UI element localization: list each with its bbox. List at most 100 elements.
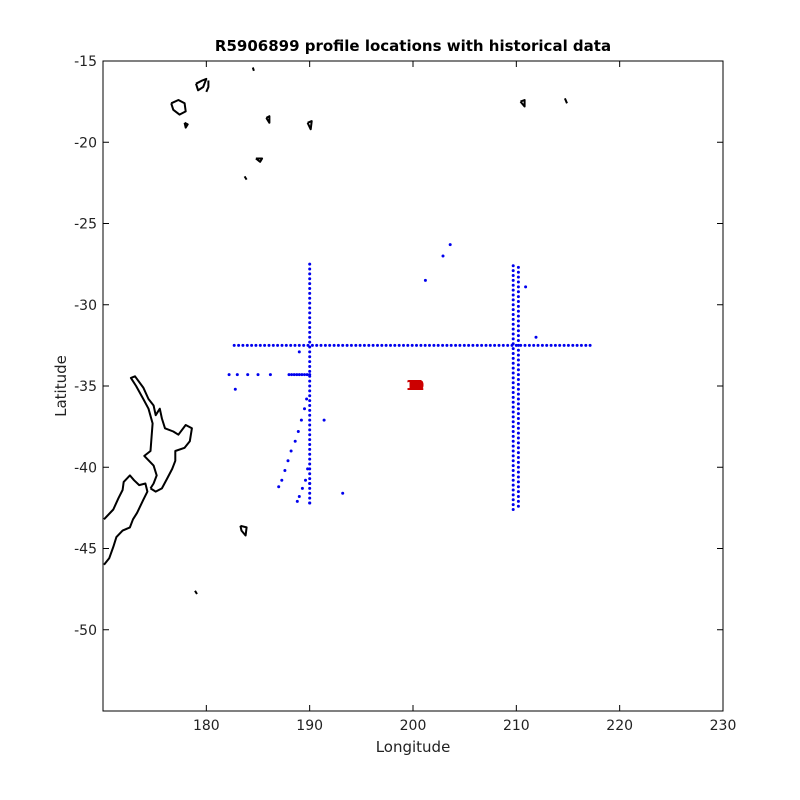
historical-point (308, 272, 312, 276)
historical-point (308, 291, 312, 295)
historical-point (511, 322, 515, 326)
historical-point (263, 343, 267, 347)
historical-point (380, 343, 384, 347)
historical-point (524, 285, 528, 289)
y-tick-label: -45 (74, 542, 97, 558)
historical-point (511, 366, 515, 370)
historical-point (315, 343, 319, 347)
historical-point (297, 350, 301, 354)
historical-point (511, 264, 515, 268)
coastline (170, 99, 187, 116)
historical-point (516, 373, 520, 377)
historical-point (511, 415, 515, 419)
historical-point (516, 324, 520, 328)
historical-point (290, 373, 294, 377)
y-tick-label: -50 (74, 623, 97, 639)
historical-point (308, 477, 312, 481)
historical-point (511, 381, 515, 385)
historical-point (516, 436, 520, 440)
x-tick-label: 180 (193, 718, 220, 734)
historical-point (299, 418, 303, 422)
historical-point (308, 267, 312, 271)
historical-point (516, 490, 520, 494)
historical-point (511, 303, 515, 307)
historical-point (308, 306, 312, 310)
historical-point (308, 404, 312, 407)
historical-point (323, 343, 327, 347)
historical-point (283, 469, 287, 472)
historical-point (511, 478, 515, 482)
historical-point (237, 343, 241, 347)
historical-point (406, 343, 410, 347)
historical-point (402, 343, 405, 347)
historical-point (510, 343, 514, 347)
historical-point (514, 343, 518, 347)
historical-point (336, 343, 340, 347)
historical-point (305, 397, 309, 401)
historical-point (579, 343, 583, 347)
historical-point (308, 360, 312, 364)
historical-point (511, 473, 515, 477)
historical-point (254, 343, 258, 347)
historical-point (371, 343, 375, 347)
historical-point (516, 382, 520, 386)
historical-point (516, 358, 520, 362)
historical-point (308, 262, 312, 266)
y-tick-label: -40 (74, 460, 97, 476)
historical-point (297, 373, 301, 377)
historical-point (300, 486, 304, 490)
coastline-layer (103, 67, 568, 595)
historical-point (501, 343, 505, 347)
historical-point (519, 343, 523, 347)
historical-point (511, 352, 515, 355)
historical-point (516, 470, 520, 474)
historical-point (532, 343, 536, 347)
historical-point (308, 457, 312, 461)
historical-point (303, 373, 306, 377)
historical-point (308, 447, 312, 451)
historical-point (516, 300, 520, 303)
historical-point (341, 491, 345, 495)
historical-point (511, 483, 515, 487)
historical-point (384, 343, 388, 347)
historical-point (511, 308, 515, 312)
historical-point (516, 392, 520, 396)
historical-point (308, 277, 312, 281)
coastline (195, 77, 208, 92)
historical-point (358, 343, 362, 347)
historical-point (308, 438, 312, 442)
historical-point (308, 365, 312, 368)
historical-point (516, 475, 520, 479)
historical-point (428, 343, 431, 347)
historical-point (511, 464, 515, 468)
historical-point (308, 418, 312, 422)
y-tick-label: -25 (74, 217, 97, 233)
historical-point (362, 343, 366, 347)
historical-point (308, 428, 312, 432)
historical-point (305, 373, 309, 377)
historical-point (293, 343, 297, 347)
historical-point (308, 296, 312, 300)
historical-point (304, 478, 307, 482)
coastline (194, 590, 198, 595)
historical-point (448, 243, 452, 247)
historical-point (415, 343, 418, 347)
historical-point (297, 343, 301, 347)
historical-point (296, 430, 300, 433)
historical-point (308, 394, 312, 398)
historical-point (516, 456, 520, 459)
coastline (306, 120, 313, 131)
historical-point (458, 343, 462, 347)
historical-point (308, 316, 312, 320)
historical-point (308, 452, 312, 456)
historical-point (511, 454, 515, 458)
historical-point (516, 426, 520, 430)
y-tick-label: -15 (74, 54, 97, 70)
historical-point (511, 488, 515, 492)
historical-point (308, 340, 312, 344)
historical-point (308, 301, 312, 305)
historical-point (516, 412, 520, 416)
x-axis-label: Longitude (376, 738, 451, 756)
historical-point (511, 298, 515, 302)
